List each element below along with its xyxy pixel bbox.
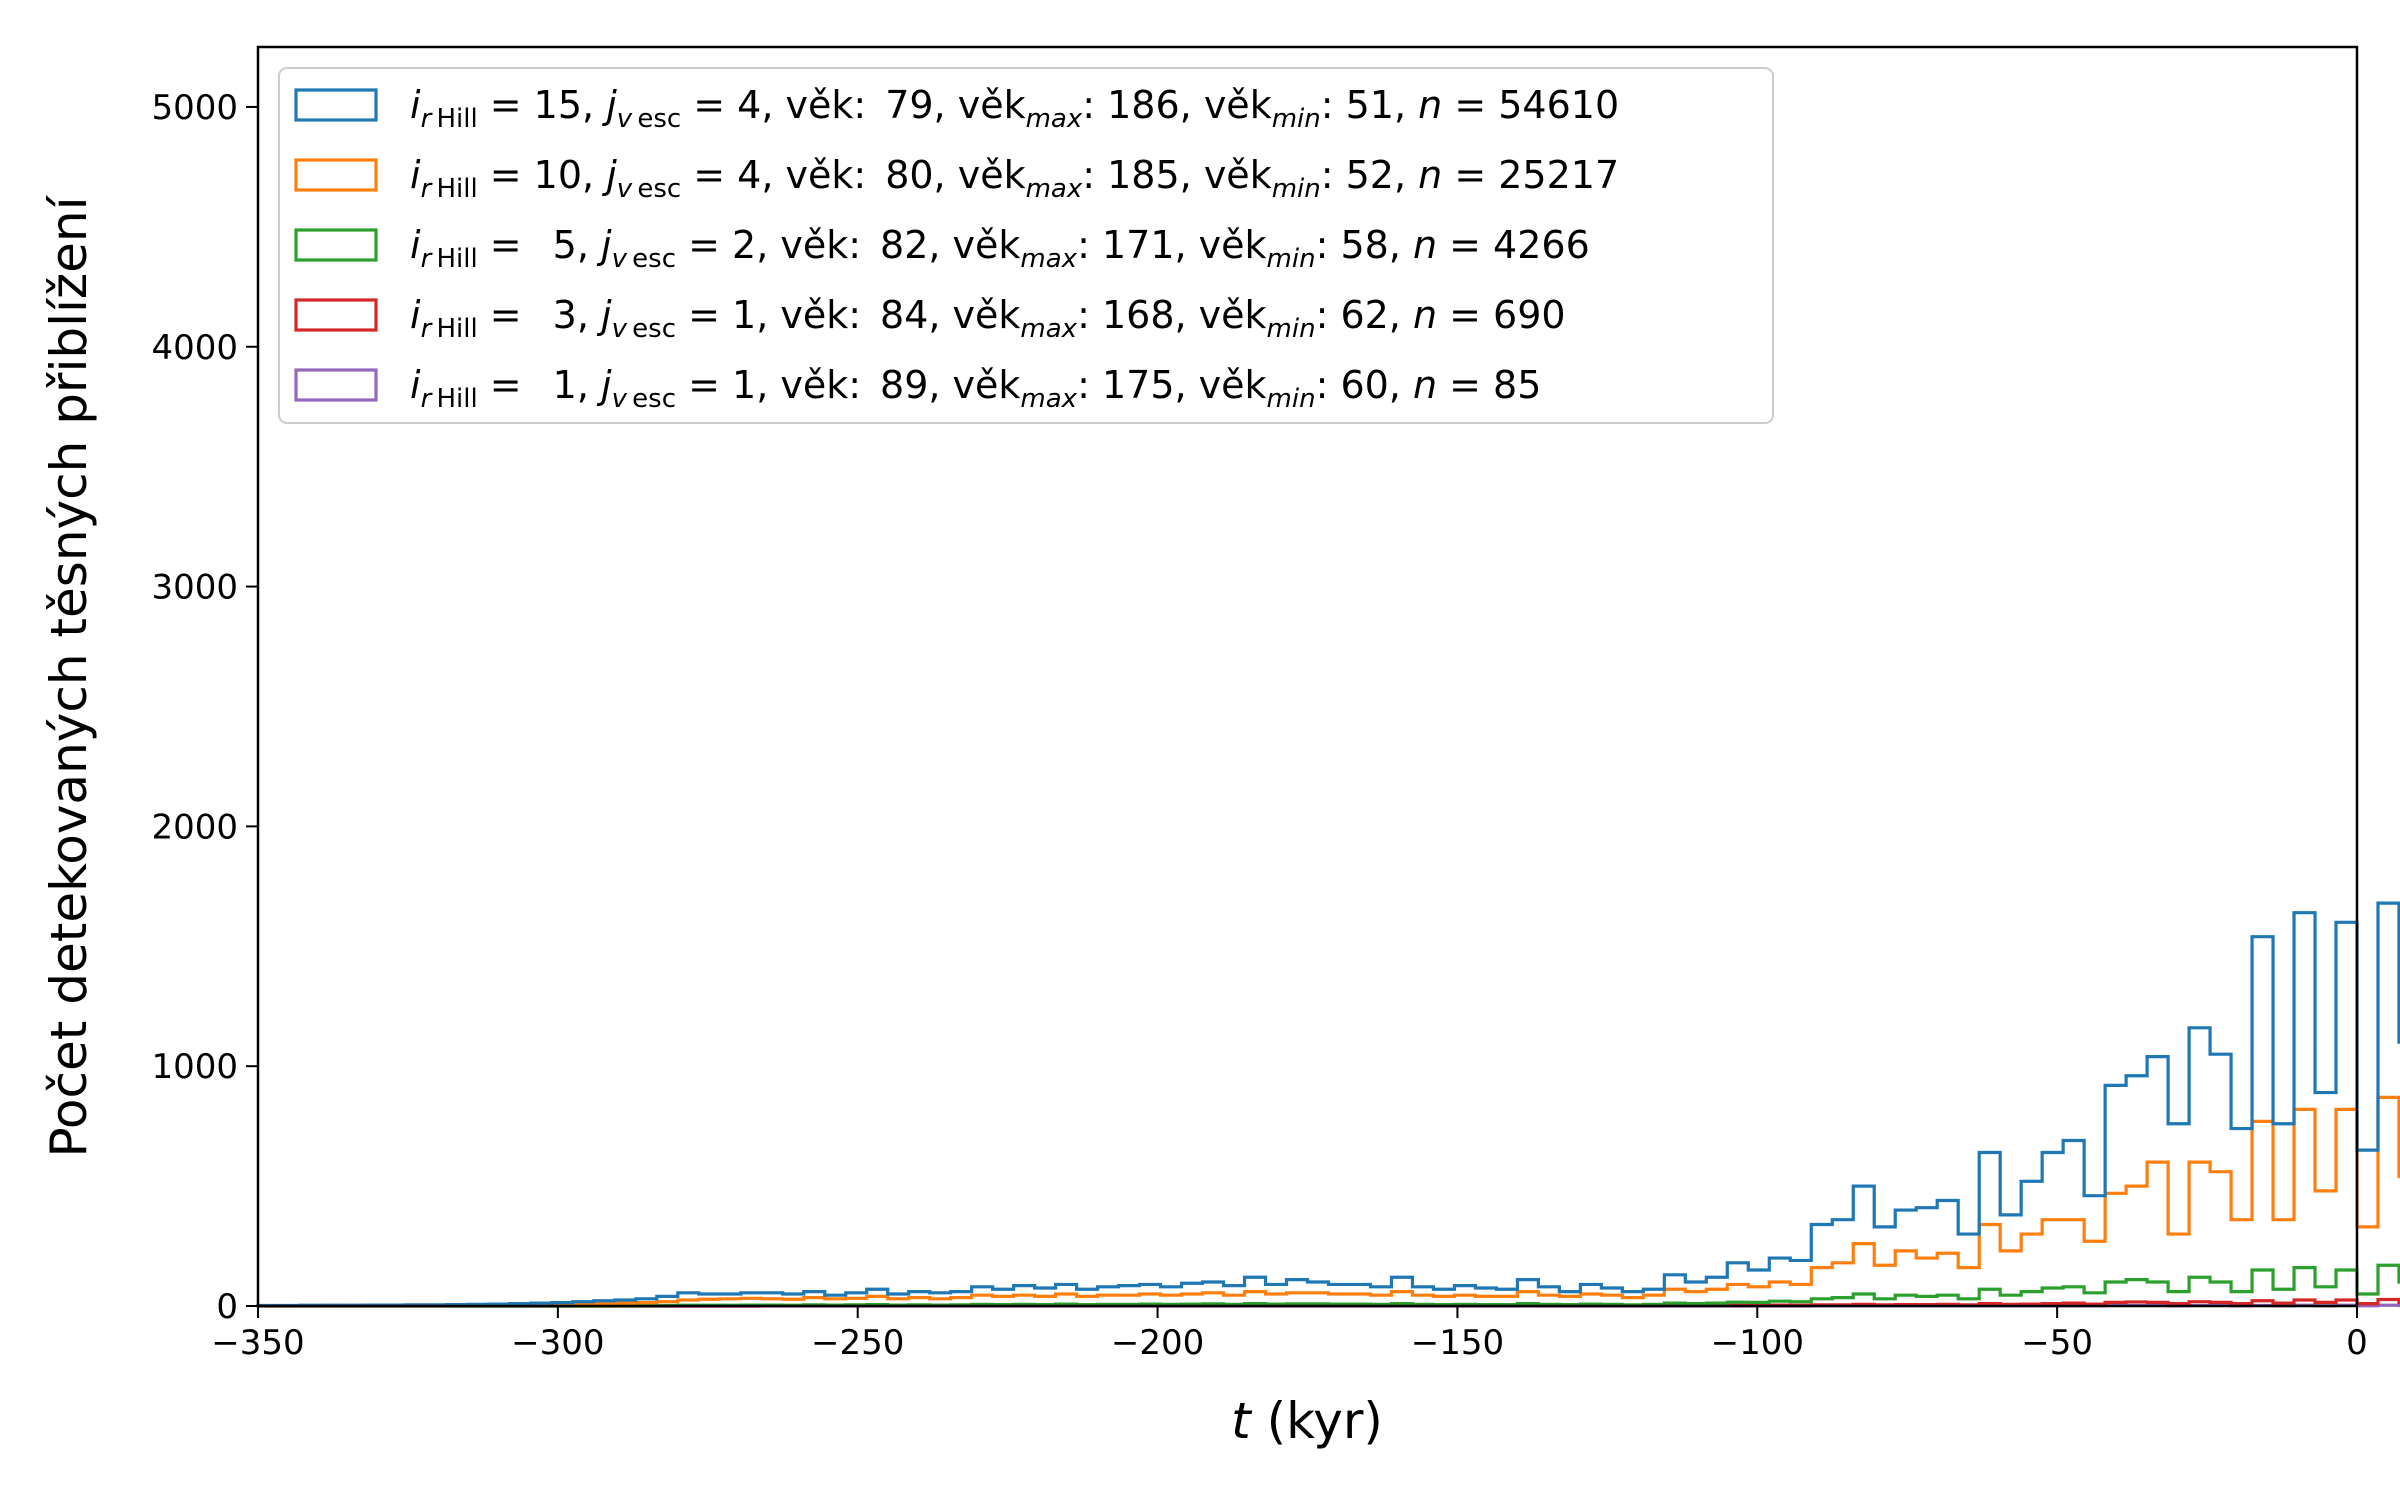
x-axis-ticks: −350 −300 −250 −200 −150 −100 −50 0 — [211, 1306, 2368, 1363]
legend-swatch — [294, 298, 378, 332]
legend-frame — [278, 67, 1774, 424]
legend-label: ir Hill = 10, jv esc = 4, věk: 80, věkma… — [410, 153, 1619, 204]
x-tick-label: −300 — [511, 1323, 604, 1363]
series-5-step-line — [258, 1263, 2400, 1308]
x-tick-label: −50 — [2021, 1323, 2093, 1363]
y-axis-title: Počet detekovaných těsných přiblížení — [40, 194, 98, 1157]
legend-swatch — [294, 368, 378, 402]
legend-label: ir Hill = 1, jv esc = 1, věk: 89, věkmax… — [410, 363, 1541, 414]
x-tick-label: −200 — [1111, 1323, 1204, 1363]
legend-swatch — [294, 158, 378, 192]
y-tick-label: 0 — [216, 1287, 238, 1327]
y-tick-label: 3000 — [151, 568, 238, 608]
x-tick-label: 0 — [2346, 1323, 2368, 1363]
series-15-step-line — [256, 901, 2400, 1308]
x-tick-label: −350 — [211, 1323, 304, 1363]
legend-swatch — [294, 228, 378, 262]
legend-swatch — [294, 88, 378, 122]
x-axis-title: t (kyr) — [1231, 1392, 1383, 1450]
series-10-step-line — [256, 1095, 2400, 1308]
y-tick-label: 1000 — [151, 1047, 238, 1087]
legend-label: ir Hill = 3, jv esc = 1, věk: 84, věkmax… — [410, 293, 1566, 344]
y-tick-label: 2000 — [151, 807, 238, 847]
legend: ir Hill = 15, jv esc = 4, věk: 79, věkma… — [278, 67, 1774, 424]
legend-label: ir Hill = 15, jv esc = 4, věk: 79, věkma… — [410, 83, 1619, 134]
legend-label: ir Hill = 5, jv esc = 2, věk: 82, věkmax… — [410, 223, 1590, 274]
y-tick-label: 5000 — [151, 88, 238, 128]
x-tick-label: −250 — [811, 1323, 904, 1363]
y-axis-ticks: 0 1000 2000 3000 4000 5000 — [151, 88, 258, 1327]
x-tick-label: −100 — [1711, 1323, 1804, 1363]
y-tick-label: 4000 — [151, 328, 238, 368]
plot-frame — [256, 45, 2359, 1308]
x-tick-label: −150 — [1411, 1323, 1504, 1363]
